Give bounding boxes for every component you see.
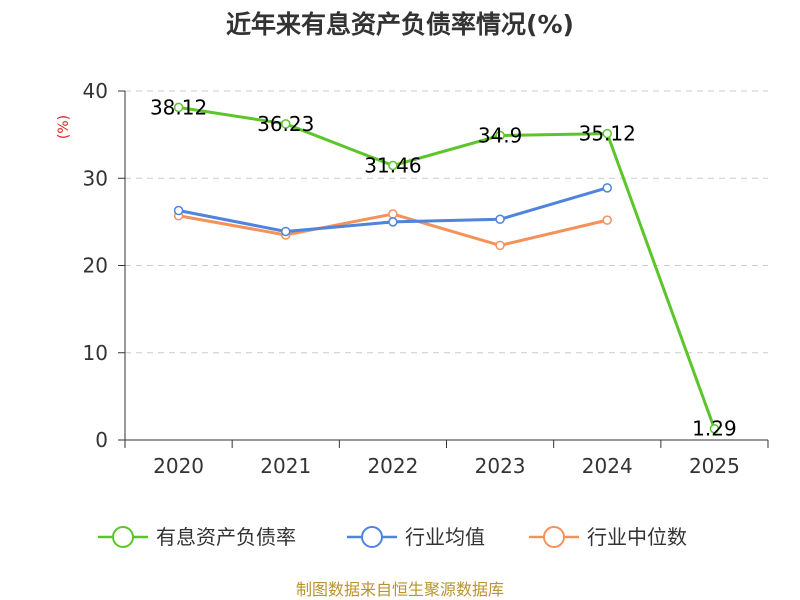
- x-tick-label-2025: 2025: [689, 454, 740, 478]
- data-label-2025: 1.29: [692, 417, 737, 441]
- point-1-2022: [388, 217, 398, 227]
- legend-label-0: 有息资产负债率: [156, 525, 296, 549]
- point-1-2021: [281, 226, 291, 237]
- x-tick-label-2020: 2020: [153, 454, 204, 478]
- source-note: 制图数据来自恒生聚源数据库: [296, 580, 504, 599]
- series-layer: [173, 102, 720, 434]
- point-0-2020: [173, 102, 184, 113]
- legend-item-1: 行业均值: [347, 525, 485, 549]
- point-1-2023: [495, 214, 505, 225]
- x-tick-label-2024: 2024: [582, 454, 633, 478]
- point-1-2024: [602, 183, 612, 193]
- point-0-2022: [388, 160, 398, 171]
- point-0-2025: [709, 423, 720, 434]
- y-axis-label: (%): [56, 115, 72, 139]
- legend-label-2: 行业中位数: [587, 525, 687, 549]
- legend-marker-0: [112, 526, 134, 548]
- y-tick-label-10: 10: [83, 341, 108, 365]
- legend-item-0: 有息资产负债率: [98, 525, 296, 549]
- data-label-2021: 36.23: [257, 112, 314, 136]
- axes: 0 10 20 30 40 2020 2021 2022 2023 2024 2025: [83, 79, 769, 478]
- point-0-2021: [281, 119, 291, 129]
- data-labels: 38.12 36.23 31.46 34.9 35.12 1.29: [150, 95, 737, 440]
- point-2-2023: [495, 240, 505, 251]
- data-label-2022: 31.46: [364, 154, 421, 178]
- legend-item-2: 行业中位数: [529, 525, 687, 549]
- series-2: [173, 209, 612, 251]
- y-tick-label-0: 0: [95, 428, 108, 452]
- chart-title: 近年来有息资产负债率情况(%): [226, 10, 574, 39]
- series-1: [173, 183, 612, 237]
- y-tick-label-30: 30: [83, 166, 108, 190]
- y-tick-label-20: 20: [83, 254, 108, 278]
- point-0-2023: [495, 130, 505, 141]
- legend-label-1: 行业均值: [405, 525, 485, 549]
- y-tick-label-40: 40: [83, 79, 108, 103]
- series-line-0: [178, 105, 716, 430]
- data-label-2020: 38.12: [150, 95, 207, 119]
- legend-marker-1: [361, 526, 383, 548]
- point-2-2024: [602, 215, 612, 225]
- series-0: [173, 102, 720, 434]
- data-label-2024: 35.12: [579, 122, 636, 146]
- point-0-2024: [602, 128, 612, 139]
- point-2-2022: [388, 209, 398, 219]
- legend: 有息资产负债率 行业均值 行业中位数: [98, 525, 687, 549]
- legend-marker-2: [543, 526, 565, 548]
- x-tick-label-2021: 2021: [260, 454, 311, 478]
- data-label-2023: 34.9: [478, 123, 523, 147]
- x-tick-label-2022: 2022: [367, 454, 418, 478]
- x-tick-label-2023: 2023: [475, 454, 526, 478]
- point-1-2020: [173, 205, 184, 216]
- grid-lines: [125, 90, 768, 354]
